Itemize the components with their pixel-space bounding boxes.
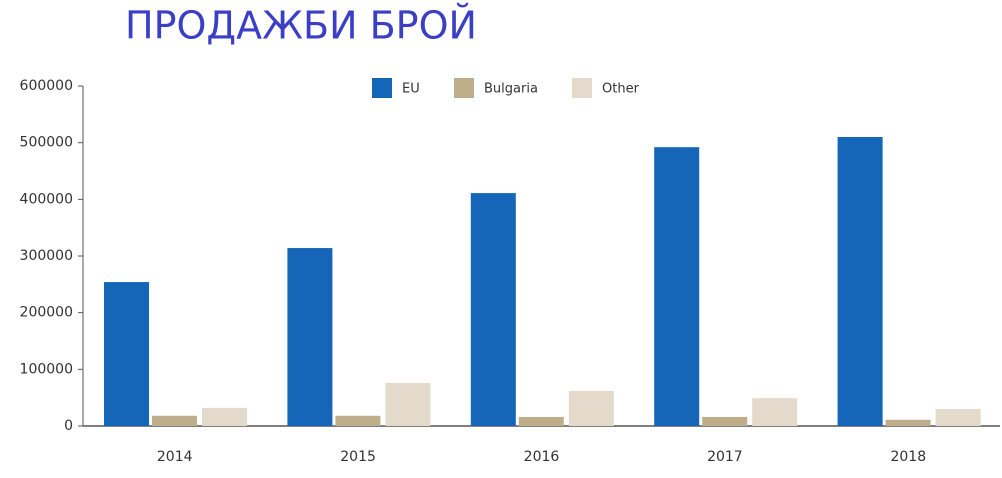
legend-swatch bbox=[454, 78, 474, 98]
legend-swatch bbox=[572, 78, 592, 98]
bar bbox=[935, 409, 981, 426]
bar bbox=[568, 390, 614, 426]
bar bbox=[752, 398, 798, 426]
bar bbox=[702, 416, 748, 426]
bar bbox=[518, 416, 564, 426]
legend-swatch bbox=[372, 78, 392, 98]
y-tick-label: 100000 bbox=[20, 361, 73, 377]
y-tick-label: 500000 bbox=[20, 135, 73, 151]
bar bbox=[152, 415, 197, 426]
x-tick-label: 2018 bbox=[890, 449, 926, 465]
bar bbox=[335, 415, 381, 426]
legend-label: Bulgaria bbox=[484, 82, 538, 97]
y-tick-label: 600000 bbox=[20, 78, 73, 94]
bar bbox=[287, 248, 333, 426]
y-tick-label: 200000 bbox=[20, 305, 73, 321]
x-tick-label: 2017 bbox=[707, 449, 743, 465]
bar bbox=[104, 282, 149, 426]
bar bbox=[202, 407, 247, 426]
legend-label: EU bbox=[402, 82, 420, 97]
x-tick-label: 2014 bbox=[157, 449, 193, 465]
bar bbox=[470, 193, 516, 426]
x-tick-label: 2015 bbox=[340, 449, 376, 465]
bar bbox=[837, 137, 883, 426]
legend-label: Other bbox=[602, 82, 640, 97]
bar bbox=[385, 382, 431, 426]
bar bbox=[654, 147, 700, 426]
y-tick-label: 400000 bbox=[20, 191, 73, 207]
bar bbox=[885, 419, 931, 426]
chart-title: ПРОДАЖБИ БРОЙ bbox=[125, 4, 477, 48]
x-tick-label: 2016 bbox=[524, 449, 560, 465]
y-tick-label: 300000 bbox=[20, 248, 73, 264]
y-tick-label: 0 bbox=[64, 418, 73, 434]
